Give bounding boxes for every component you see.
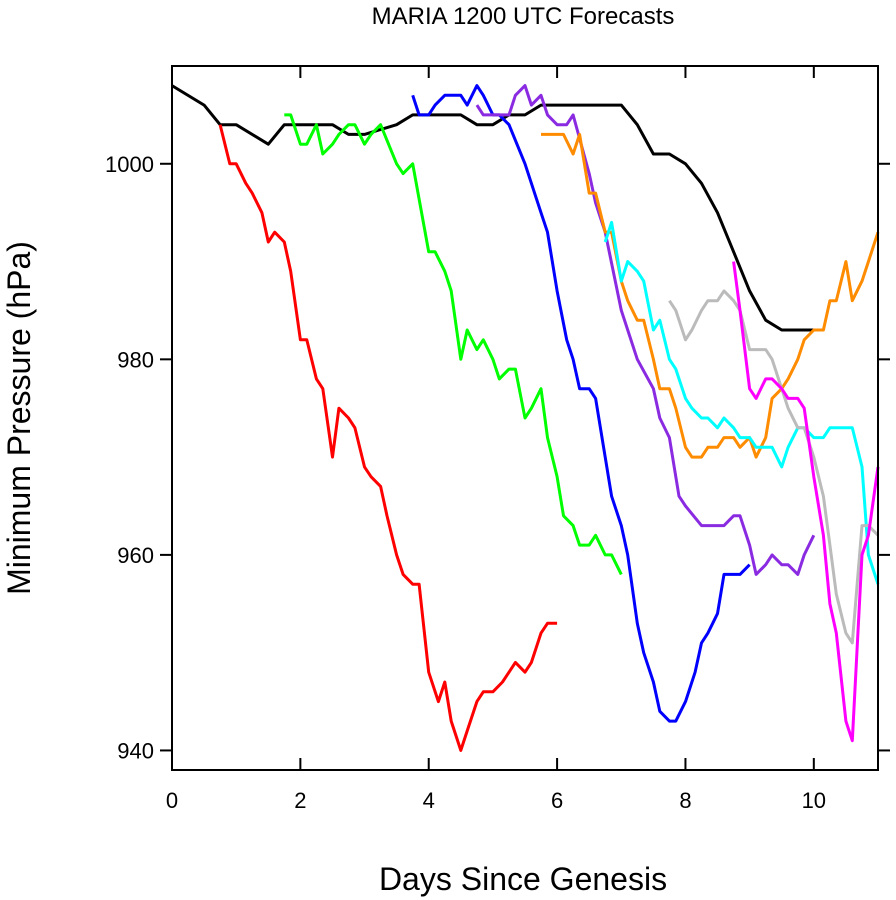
series-line-8 [668, 289, 880, 645]
series-line-3 [284, 113, 623, 576]
y-tick-label: 980 [117, 347, 154, 372]
plot-lines [171, 84, 880, 752]
y-tick-label: 940 [117, 738, 154, 763]
x-axis-ticks: 0 2 4 6 8 10 [166, 66, 826, 813]
y-axis-ticks: 940 960 980 1000 [105, 152, 890, 763]
series-line-9 [732, 261, 880, 743]
series-line-7 [603, 220, 880, 585]
y-axis-label: Minimum Pressure (hPa) [1, 241, 37, 595]
x-tick-label: 4 [423, 788, 435, 813]
x-tick-label: 8 [679, 788, 691, 813]
x-tick-label: 10 [802, 788, 826, 813]
series-line-6 [541, 132, 880, 459]
series-line-2 [218, 124, 558, 752]
series-line-1 [171, 84, 814, 332]
y-tick-label: 960 [117, 543, 154, 568]
chart-title: MARIA 1200 UTC Forecasts [372, 3, 675, 30]
series-line-4 [411, 84, 751, 723]
x-axis-label: Days Since Genesis [379, 861, 667, 897]
plot-frame [171, 65, 879, 771]
x-tick-label: 0 [166, 788, 178, 813]
x-tick-label: 6 [551, 788, 563, 813]
y-tick-label: 1000 [105, 152, 154, 177]
series-line-5 [475, 84, 816, 576]
x-tick-label: 2 [294, 788, 306, 813]
